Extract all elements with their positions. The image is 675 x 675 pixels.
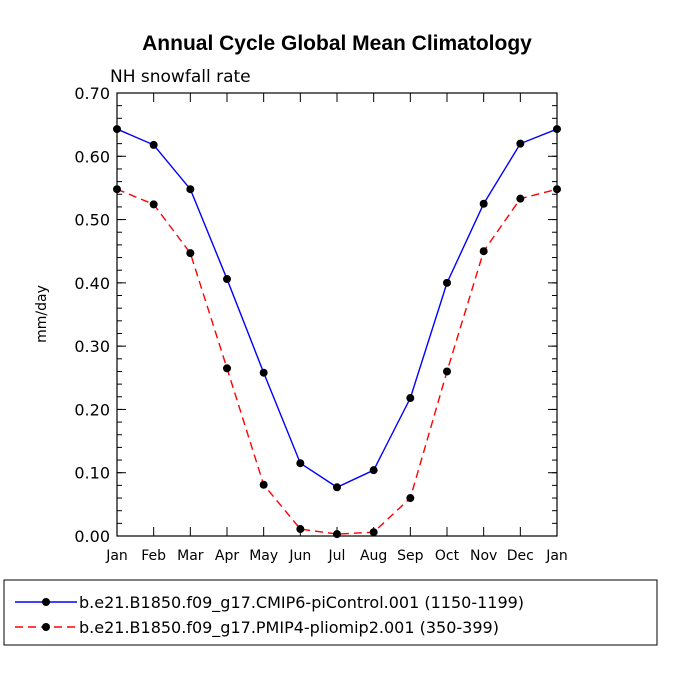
series-2-point [186, 249, 195, 258]
x-tick-label: Aug [360, 548, 387, 564]
series-2-point [149, 200, 158, 209]
chart-title: Annual Cycle Global Mean Climatology [142, 32, 532, 55]
x-tick-label: Mar [177, 548, 204, 564]
y-tick-label: 0.40 [74, 274, 110, 293]
x-tick-label: Jan [105, 548, 128, 564]
x-tick-label: Jul [328, 548, 346, 564]
legend-marker-2 [42, 623, 50, 631]
series-2-point [223, 364, 231, 373]
series-1-point [443, 278, 451, 287]
y-tick-label: 0.10 [74, 464, 110, 483]
x-tick-label: Dec [507, 548, 534, 564]
x-tick-label: Oct [435, 548, 460, 564]
series-1-point [223, 275, 231, 284]
x-tick-label: Apr [215, 548, 239, 564]
series-2-point [259, 480, 268, 489]
x-tick-label: Feb [141, 548, 166, 564]
y-tick-label: 0.60 [74, 147, 110, 166]
chart-subtitle: NH snowfall rate [110, 67, 251, 87]
legend-box [3, 579, 658, 646]
y-tick-label: 0.00 [74, 527, 110, 546]
series-line-1 [116, 128, 558, 489]
series-1-point [479, 199, 488, 208]
series-2-point [369, 528, 378, 537]
series-2-point [516, 194, 525, 203]
legend-label-2: b.e21.B1850.f09_g17.PMIP4-pliomip2.001 (… [79, 618, 499, 638]
series-2-point [333, 530, 341, 539]
y-tick-label: 0.30 [74, 337, 110, 356]
series-2-point [443, 367, 451, 376]
y-tick-label: 0.50 [74, 211, 110, 230]
series-1-point [296, 459, 305, 468]
y-tick-label: 0.20 [74, 400, 110, 419]
series-2-point [479, 247, 488, 256]
x-tick-label: May [249, 548, 278, 564]
series-1-point [516, 139, 525, 148]
series-1-point [333, 483, 341, 492]
x-tick-label: Sep [397, 548, 424, 564]
plot-frame [116, 92, 558, 537]
series-1-point [186, 185, 195, 194]
x-tick-label: Jan [545, 548, 568, 564]
series-1-point [149, 140, 158, 149]
y-tick-label: 0.70 [74, 84, 110, 103]
series-1-point [369, 466, 378, 475]
series-2-point [406, 494, 415, 503]
legend-label-1: b.e21.B1850.f09_g17.CMIP6-piControl.001 … [79, 593, 524, 613]
x-tick-label: Jun [288, 548, 311, 564]
legend-marker-1 [42, 598, 50, 606]
x-tick-label: Nov [470, 548, 497, 564]
series-1-point [406, 394, 415, 403]
series-2-point [296, 525, 305, 534]
series-line-2 [116, 188, 558, 535]
y-axis-label: mm/day [34, 285, 50, 343]
series-1-point [259, 368, 268, 377]
